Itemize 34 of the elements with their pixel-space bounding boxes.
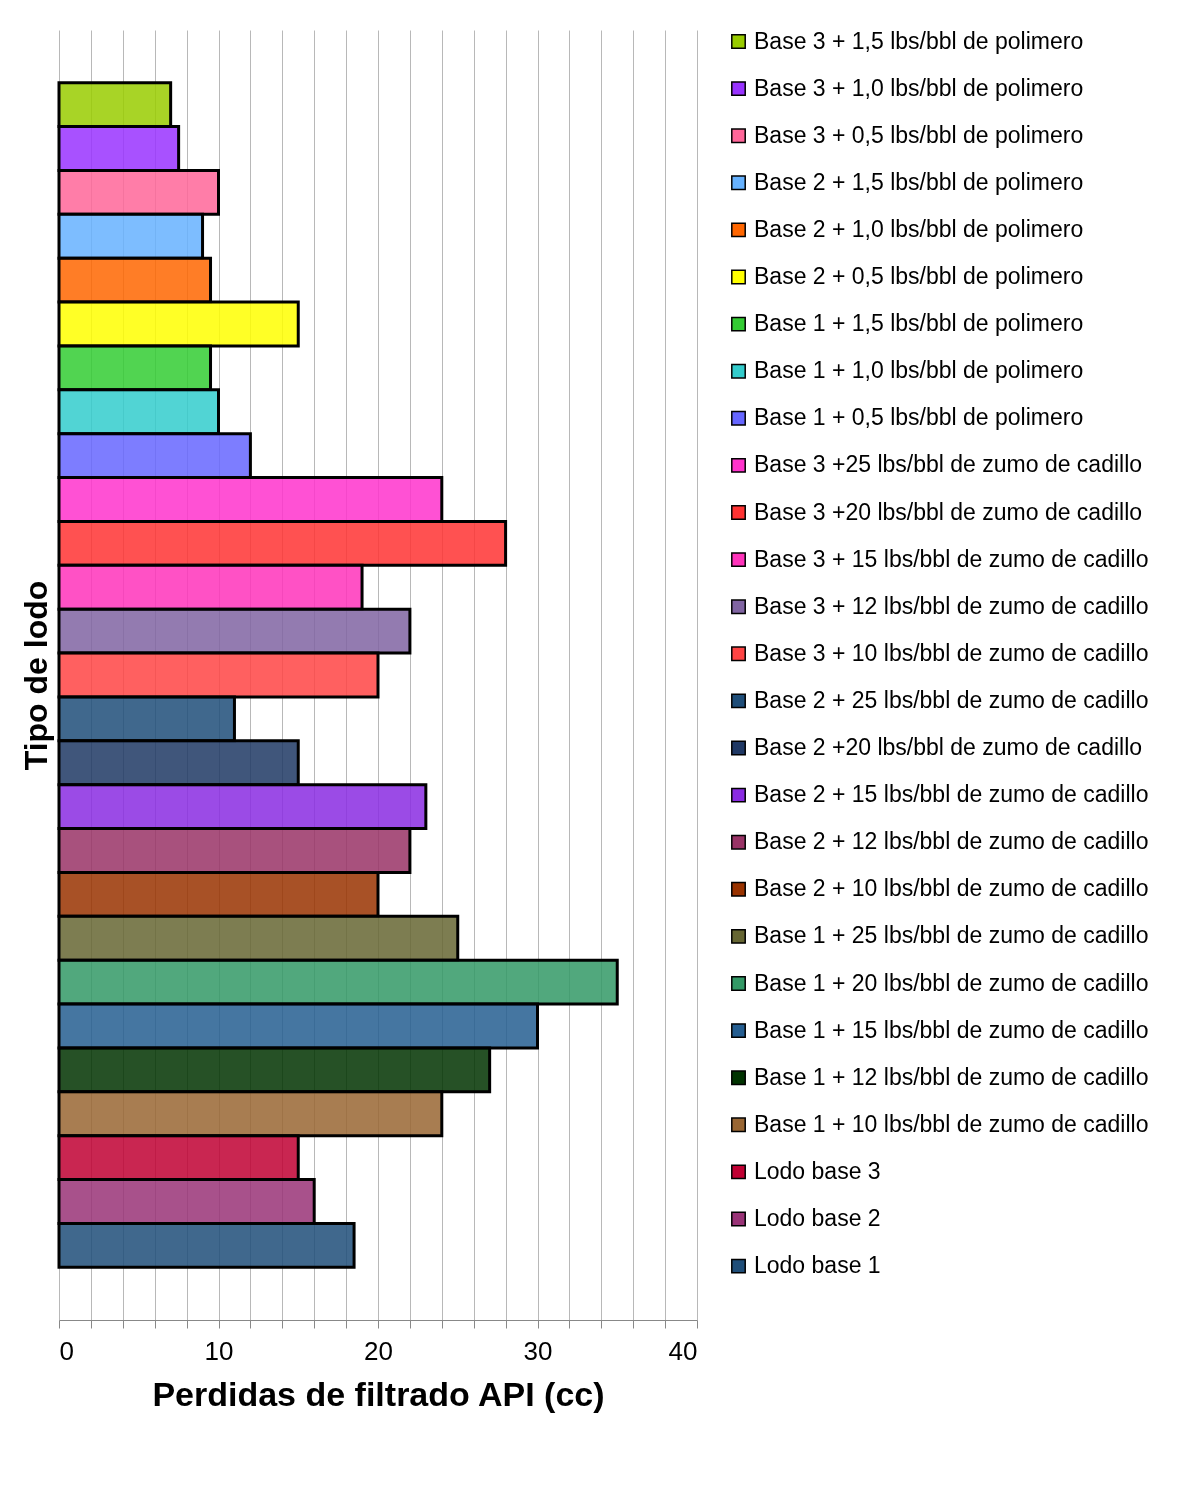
legend-label: Base 1 + 1,5 lbs/bbl de polimero [754,310,1084,337]
x-axis-title: Perdidas de filtrado API (cc) [152,1374,605,1413]
legend-label: Base 1 + 12 lbs/bbl de zumo de cadillo [754,1063,1149,1090]
legend-label: Base 1 + 0,5 lbs/bbl de polimero [754,404,1084,431]
legend-label: Base 3 + 1,5 lbs/bbl de polimero [754,27,1084,54]
legend-label: Base 2 +20 lbs/bbl de zumo de cadillo [754,734,1143,760]
x-tick-label: 0 [59,1335,74,1366]
legend-label: Base 1 + 15 lbs/bbl de zumo de cadillo [754,1016,1149,1043]
x-tick-label: 30 [523,1335,553,1366]
legend-label: Base 3 +20 lbs/bbl de zumo de cadillo [754,498,1143,525]
legend-label: Base 3 + 1,0 lbs/bbl de polimero [754,74,1084,101]
legend-label: Base 2 + 25 lbs/bbl de zumo de cadillo [754,686,1149,713]
x-tick-label: 10 [204,1335,234,1366]
legend-label: Base 1 + 25 lbs/bbl de zumo de cadillo [754,922,1149,949]
legend-label: Lodo base 1 [754,1252,881,1279]
legend-label: Base 3 +25 lbs/bbl de zumo de cadillo [754,451,1143,478]
legend-label: Base 3 + 0,5 lbs/bbl de polimero [754,121,1084,148]
legend-label: Base 1 + 10 lbs/bbl de zumo de cadillo [754,1110,1149,1137]
legend-label: Base 2 + 1,5 lbs/bbl de polimero [754,168,1084,195]
legend-label: Base 2 + 12 lbs/bbl de zumo de cadillo [754,828,1149,855]
legend-label: Base 2 + 0,5 lbs/bbl de polimero [754,263,1084,289]
x-tick-label: 20 [364,1335,393,1366]
legend-label: Base 1 + 1,0 lbs/bbl de polimero [754,357,1084,384]
legend-label: Base 2 + 15 lbs/bbl de zumo de cadillo [754,781,1149,808]
legend-label: Base 2 + 1,0 lbs/bbl de polimero [754,215,1084,242]
legend-label: Lodo base 2 [754,1205,881,1231]
legend-label: Base 2 + 10 lbs/bbl de zumo de cadillo [754,875,1149,902]
y-axis-title: Tipo de lodo [17,580,54,771]
legend-label: Base 3 + 10 lbs/bbl de zumo de cadillo [754,639,1149,666]
legend-label: Base 3 + 15 lbs/bbl de zumo de cadillo [754,545,1149,572]
x-tick-label: 40 [668,1335,698,1366]
legend-label: Lodo base 3 [754,1157,881,1184]
legend-label: Base 3 + 12 lbs/bbl de zumo de cadillo [754,592,1149,619]
legend-label: Base 1 + 20 lbs/bbl de zumo de cadillo [754,969,1149,996]
